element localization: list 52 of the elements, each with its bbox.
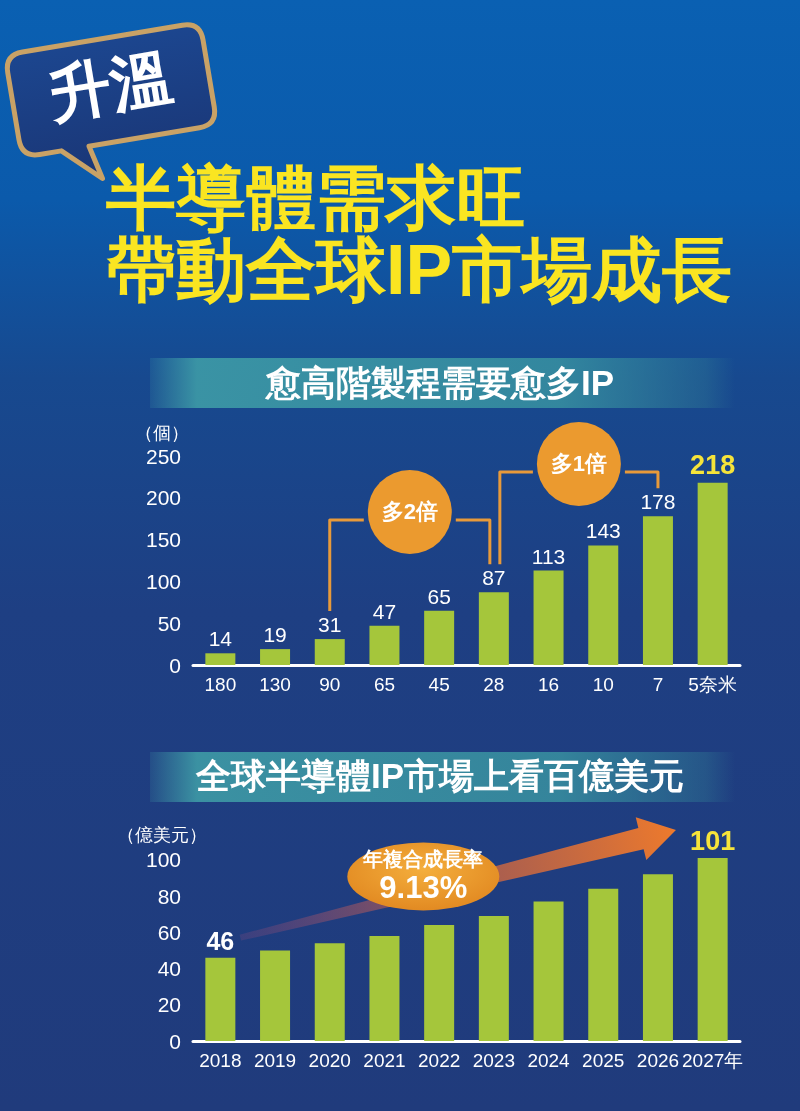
data-label: 46	[206, 927, 235, 956]
y-tick-label: 0	[169, 653, 181, 677]
y-tick-label: 40	[157, 957, 181, 981]
y-tick-label: 80	[157, 884, 181, 908]
chart-title: 全球半導體IP市場上看百億美元	[195, 756, 685, 796]
y-tick-label: 60	[157, 920, 181, 944]
x-tick-label: 65	[373, 674, 396, 695]
x-tick-label: 7	[652, 674, 664, 695]
x-tick-label: 2020	[308, 1050, 351, 1071]
annotation: 多2倍	[381, 499, 438, 525]
x-tick-label: 45	[428, 674, 450, 695]
data-label: 87	[482, 566, 506, 590]
data-label: 31	[318, 613, 342, 637]
data-label: 178	[640, 490, 676, 514]
data-label: 218	[690, 450, 736, 481]
x-tick-label: 2022	[418, 1050, 461, 1071]
data-label: 65	[427, 584, 451, 608]
data-label: 14	[208, 627, 233, 651]
y-axis-title: （個）	[135, 423, 189, 443]
x-tick-label: 16	[537, 674, 560, 695]
x-tick-label: 90	[319, 674, 341, 695]
x-tick-label: 130	[259, 674, 291, 695]
chart-title: 愈高階製程需要愈多IP	[265, 363, 615, 403]
annotation: 年複合成長率 9.13%	[363, 847, 484, 906]
y-tick-label: 50	[157, 611, 181, 635]
y-tick-label: 150	[145, 528, 181, 552]
x-tick-label: 28	[483, 674, 505, 695]
data-label: 143	[585, 519, 621, 543]
data-label: 113	[531, 544, 566, 568]
text: 升溫	[44, 41, 178, 130]
data-label: 47	[372, 599, 397, 623]
data-label: 101	[690, 825, 736, 856]
y-tick-label: 200	[145, 486, 181, 510]
y-tick-label: 250	[145, 444, 181, 468]
x-tick-label: 2023	[472, 1050, 515, 1071]
x-tick-label: 2018	[199, 1050, 242, 1071]
x-tick-label: 2019	[253, 1050, 297, 1071]
y-axis-title: （億美元）	[117, 825, 207, 845]
x-tick-label: 5奈米	[688, 674, 737, 695]
x-tick-label: 2024	[527, 1050, 571, 1071]
data-label: 19	[263, 623, 287, 647]
x-tick-label: 180	[204, 674, 237, 695]
y-tick-label: 100	[145, 848, 181, 872]
y-tick-label: 0	[169, 1029, 181, 1053]
y-tick-label: 20	[157, 993, 181, 1017]
x-tick-label: 2026	[636, 1050, 680, 1071]
annotation: 多1倍	[550, 451, 608, 477]
x-tick-label: 10	[592, 674, 614, 695]
x-tick-label: 2025	[582, 1050, 625, 1071]
y-tick-label: 100	[145, 569, 181, 593]
x-tick-label: 2021	[363, 1050, 406, 1071]
x-tick-label: 2027年	[682, 1050, 744, 1071]
